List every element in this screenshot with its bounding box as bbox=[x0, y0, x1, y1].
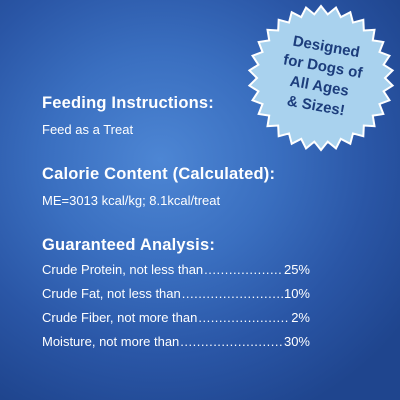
analysis-row: Crude Protein, not less than 25% bbox=[42, 262, 310, 286]
starburst-shape bbox=[247, 4, 395, 152]
analysis-value: 2% bbox=[291, 310, 310, 325]
analysis-row: Crude Fiber, not more than 2% bbox=[42, 310, 310, 334]
starburst-badge: Designed for Dogs of All Ages & Sizes! bbox=[246, 3, 396, 153]
analysis-label: Crude Protein, not less than bbox=[42, 262, 204, 277]
analysis-row: Crude Fat, not less than 10% bbox=[42, 286, 310, 310]
dot-leader bbox=[198, 310, 290, 325]
analysis-table: Crude Protein, not less than 25% Crude F… bbox=[42, 262, 310, 358]
dot-leader bbox=[204, 262, 283, 277]
analysis-row: Moisture, not more than 30% bbox=[42, 334, 310, 358]
analysis-label: Crude Fiber, not more than bbox=[42, 310, 198, 325]
analysis-value: 10% bbox=[283, 286, 310, 301]
dot-leader bbox=[182, 286, 283, 301]
analysis-label: Moisture, not more than bbox=[42, 334, 180, 349]
analysis-value: 30% bbox=[283, 334, 310, 349]
dot-leader bbox=[180, 334, 283, 349]
calorie-text: ME=3013 kcal/kg; 8.1kcal/treat bbox=[42, 193, 221, 208]
calorie-title: Calorie Content (Calculated): bbox=[42, 165, 276, 183]
feeding-text: Feed as a Treat bbox=[42, 122, 134, 137]
analysis-value: 25% bbox=[283, 262, 310, 277]
analysis-label: Crude Fat, not less than bbox=[42, 286, 181, 301]
analysis-title: Guaranteed Analysis: bbox=[42, 236, 216, 254]
feeding-title: Feeding Instructions: bbox=[42, 94, 214, 112]
